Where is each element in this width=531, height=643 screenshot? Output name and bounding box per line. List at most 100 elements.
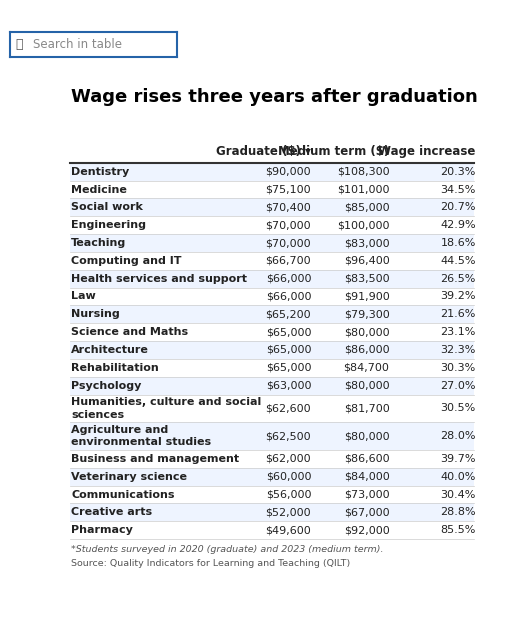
Text: $62,600: $62,600 xyxy=(266,403,311,413)
Text: Agriculture and
environmental studies: Agriculture and environmental studies xyxy=(71,425,211,448)
Text: $91,900: $91,900 xyxy=(344,291,389,302)
Text: $90,000: $90,000 xyxy=(266,167,311,177)
Text: $75,100: $75,100 xyxy=(266,185,311,195)
Text: Source: Quality Indicators for Learning and Teaching (QILT): Source: Quality Indicators for Learning … xyxy=(71,559,350,568)
Text: $56,000: $56,000 xyxy=(266,489,311,500)
Text: $73,000: $73,000 xyxy=(344,489,389,500)
Text: 30.3%: 30.3% xyxy=(441,363,476,373)
Bar xyxy=(71,377,474,395)
Text: Architecture: Architecture xyxy=(71,345,149,355)
Bar xyxy=(71,305,474,323)
Text: Wage rises three years after graduation: Wage rises three years after graduation xyxy=(71,88,478,106)
Text: Health services and support: Health services and support xyxy=(71,274,247,284)
Text: $65,200: $65,200 xyxy=(266,309,311,320)
Bar xyxy=(71,234,474,252)
Text: 28.8%: 28.8% xyxy=(440,507,476,518)
Text: 39.2%: 39.2% xyxy=(440,291,476,302)
Text: $63,000: $63,000 xyxy=(266,381,311,390)
Text: Business and management: Business and management xyxy=(71,454,239,464)
Text: $96,400: $96,400 xyxy=(344,256,389,266)
Text: $86,600: $86,600 xyxy=(344,454,389,464)
Bar xyxy=(71,163,474,181)
Text: Science and Maths: Science and Maths xyxy=(71,327,189,337)
Text: Dentistry: Dentistry xyxy=(71,167,130,177)
Text: $67,000: $67,000 xyxy=(344,507,389,518)
Text: $52,000: $52,000 xyxy=(266,507,311,518)
Text: 30.5%: 30.5% xyxy=(441,403,476,413)
Bar xyxy=(71,468,474,485)
Bar xyxy=(71,252,474,270)
Text: Graduate ($) ▾: Graduate ($) ▾ xyxy=(216,145,311,158)
Text: 32.3%: 32.3% xyxy=(441,345,476,355)
Text: $62,500: $62,500 xyxy=(266,431,311,441)
Text: $70,400: $70,400 xyxy=(266,203,311,212)
Bar xyxy=(71,181,474,199)
Text: $70,000: $70,000 xyxy=(266,238,311,248)
Text: Medicine: Medicine xyxy=(71,185,127,195)
Bar xyxy=(71,323,474,341)
Text: 28.0%: 28.0% xyxy=(440,431,476,441)
Text: 44.5%: 44.5% xyxy=(440,256,476,266)
Text: Search in table: Search in table xyxy=(33,38,122,51)
Text: $84,000: $84,000 xyxy=(344,472,389,482)
Text: $62,000: $62,000 xyxy=(266,454,311,464)
Text: $70,000: $70,000 xyxy=(266,220,311,230)
Text: $80,000: $80,000 xyxy=(344,381,389,390)
Text: Nursing: Nursing xyxy=(71,309,120,320)
Text: $49,600: $49,600 xyxy=(266,525,311,535)
Bar xyxy=(71,216,474,234)
Text: Pharmacy: Pharmacy xyxy=(71,525,133,535)
Text: 20.3%: 20.3% xyxy=(441,167,476,177)
Bar xyxy=(71,422,474,450)
Text: Medium term ($): Medium term ($) xyxy=(278,145,389,158)
Text: $84,700: $84,700 xyxy=(344,363,389,373)
Text: Engineering: Engineering xyxy=(71,220,147,230)
Bar xyxy=(71,485,474,503)
Text: Wage increase: Wage increase xyxy=(379,145,476,158)
Text: Teaching: Teaching xyxy=(71,238,126,248)
Text: Law: Law xyxy=(71,291,96,302)
Text: $100,000: $100,000 xyxy=(337,220,389,230)
Text: 20.7%: 20.7% xyxy=(440,203,476,212)
Text: Creative arts: Creative arts xyxy=(71,507,152,518)
Text: ⌕: ⌕ xyxy=(16,38,23,51)
Text: $60,000: $60,000 xyxy=(266,472,311,482)
Text: $81,700: $81,700 xyxy=(344,403,389,413)
Text: 23.1%: 23.1% xyxy=(441,327,476,337)
Text: *Students surveyed in 2020 (graduate) and 2023 (medium term).: *Students surveyed in 2020 (graduate) an… xyxy=(71,545,384,554)
Text: Veterinary science: Veterinary science xyxy=(71,472,187,482)
Bar xyxy=(71,270,474,287)
Text: 85.5%: 85.5% xyxy=(441,525,476,535)
Text: $108,300: $108,300 xyxy=(337,167,389,177)
Bar xyxy=(71,287,474,305)
Text: $79,300: $79,300 xyxy=(344,309,389,320)
Text: $83,000: $83,000 xyxy=(344,238,389,248)
Text: $86,000: $86,000 xyxy=(344,345,389,355)
Bar xyxy=(71,341,474,359)
Text: $66,700: $66,700 xyxy=(266,256,311,266)
Bar xyxy=(71,395,474,422)
Text: Humanities, culture and social
sciences: Humanities, culture and social sciences xyxy=(71,397,262,420)
Text: Rehabilitation: Rehabilitation xyxy=(71,363,159,373)
Bar xyxy=(71,199,474,216)
Text: $83,500: $83,500 xyxy=(344,274,389,284)
Bar xyxy=(71,521,474,539)
Text: $85,000: $85,000 xyxy=(344,203,389,212)
Text: $80,000: $80,000 xyxy=(344,431,389,441)
Text: 27.0%: 27.0% xyxy=(440,381,476,390)
Text: $80,000: $80,000 xyxy=(344,327,389,337)
Text: $65,000: $65,000 xyxy=(266,327,311,337)
Text: 26.5%: 26.5% xyxy=(441,274,476,284)
Bar xyxy=(71,503,474,521)
Text: 18.6%: 18.6% xyxy=(441,238,476,248)
Text: Computing and IT: Computing and IT xyxy=(71,256,182,266)
Bar xyxy=(71,359,474,377)
Text: 34.5%: 34.5% xyxy=(441,185,476,195)
Text: Psychology: Psychology xyxy=(71,381,142,390)
Text: $66,000: $66,000 xyxy=(266,274,311,284)
Text: $65,000: $65,000 xyxy=(266,345,311,355)
Text: $101,000: $101,000 xyxy=(337,185,389,195)
Text: $92,000: $92,000 xyxy=(344,525,389,535)
Text: 21.6%: 21.6% xyxy=(441,309,476,320)
Text: 40.0%: 40.0% xyxy=(441,472,476,482)
